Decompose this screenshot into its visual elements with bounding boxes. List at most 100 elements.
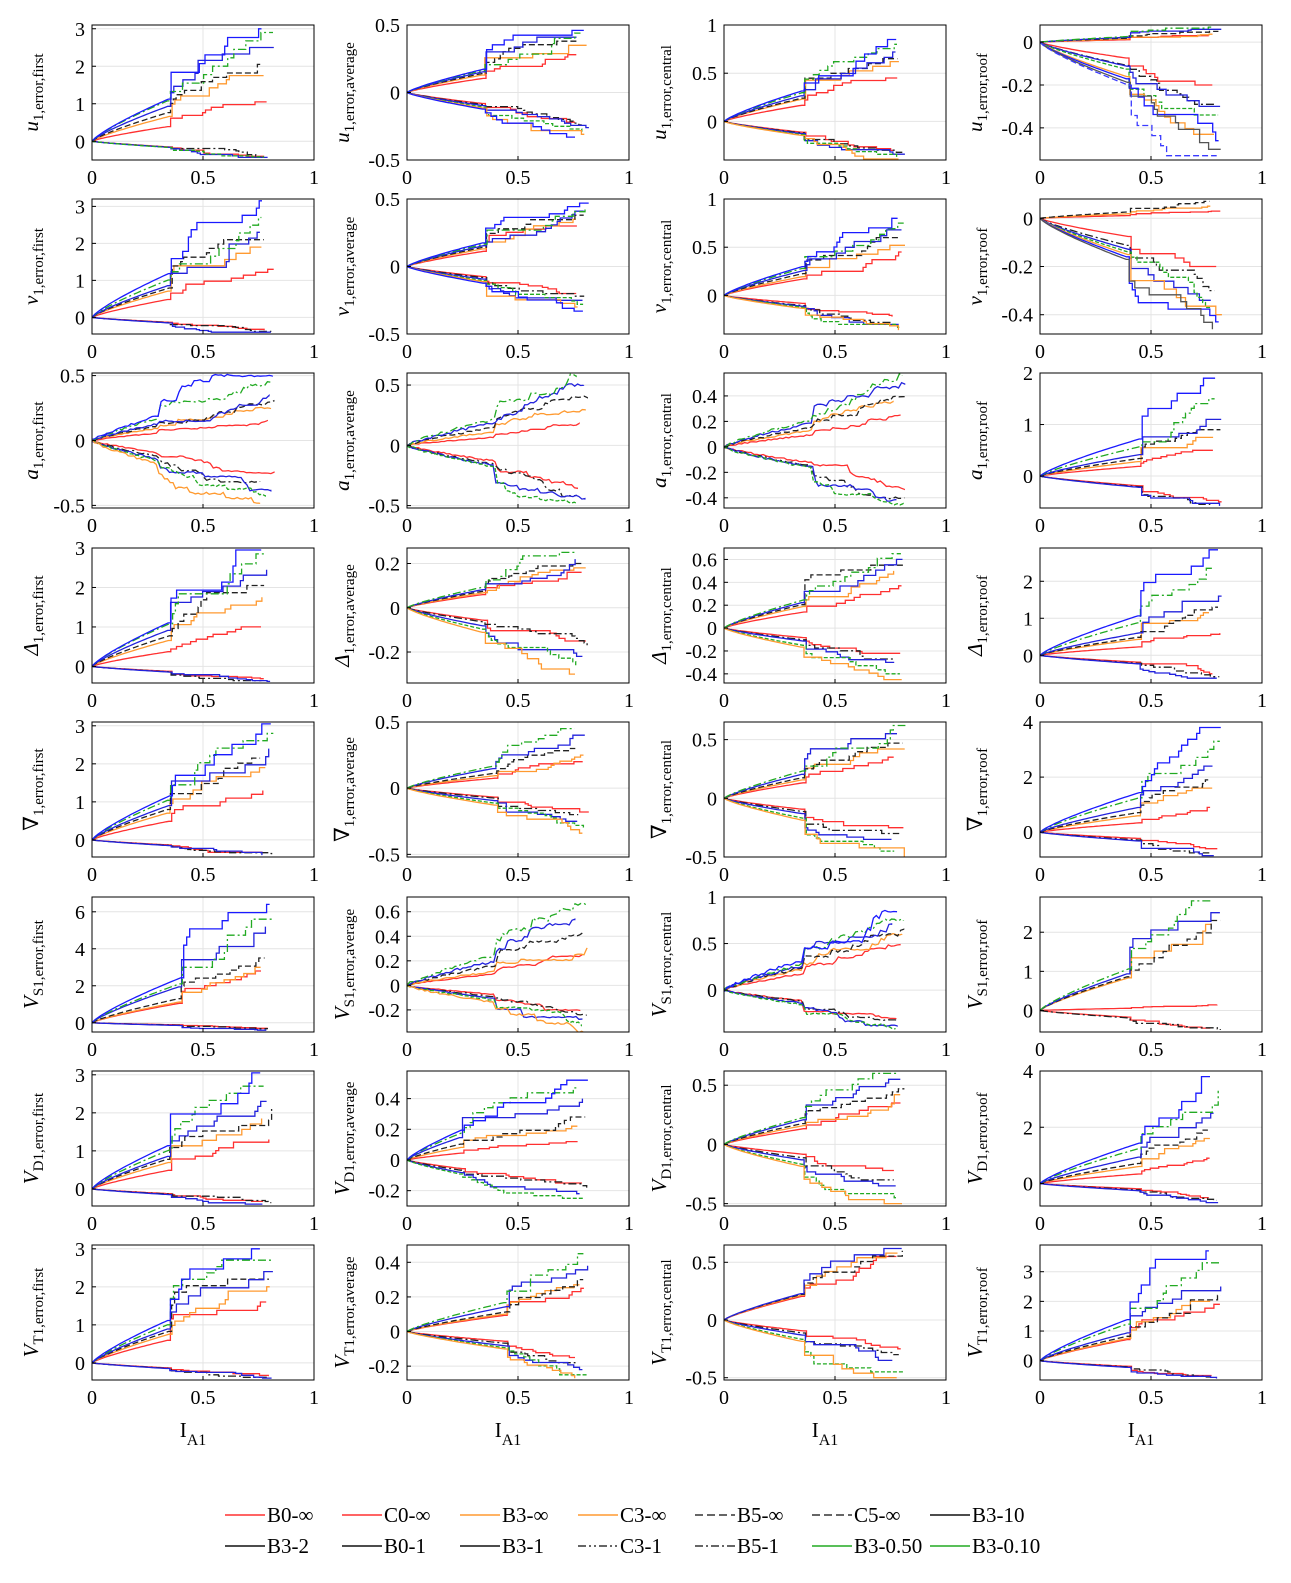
y-tick-label: 0.4 [692, 386, 717, 408]
y-tick-label: 0 [707, 980, 717, 1002]
series-line-upper-5 [92, 903, 270, 1024]
x-tick-label: 0.5 [191, 167, 216, 189]
x-tick-label: 0 [87, 515, 97, 537]
series-line-upper-5 [724, 38, 897, 122]
series-line-upper-5 [407, 29, 584, 94]
subplot-6-0: 0 0.5 1 0 1 2 3 VD1,error,first [19, 1065, 319, 1235]
x-tick-label: 1 [309, 1039, 319, 1061]
x-tick-label: 0.5 [1139, 515, 1164, 537]
series-line-upper-1 [1040, 436, 1214, 477]
legend-label: B5-1 [737, 1534, 779, 1558]
series-line-upper-1 [407, 1125, 578, 1161]
series-line-upper-1 [1040, 205, 1211, 219]
x-tick-label: 0.5 [1139, 864, 1164, 886]
x-tick-label: 0 [1035, 1387, 1045, 1409]
series-line-upper-4 [724, 222, 904, 296]
y-tick-label: 0 [707, 1310, 717, 1332]
subplot-1-0: 0 0.5 1 0 1 2 3 v1,error,first [19, 196, 319, 363]
series-line-upper-5 [92, 1072, 261, 1190]
series-line-upper-3 [724, 51, 896, 122]
series-line-upper-0 [724, 251, 902, 297]
y-tick-label: 0 [75, 1013, 85, 1035]
series-line-upper-4 [724, 1072, 899, 1145]
series-line-upper-4 [1040, 740, 1220, 833]
series-line-lower-6 [1040, 41, 1221, 150]
x-axis-label-1: IA1 [495, 1418, 522, 1449]
series-line-lower-3 [724, 1319, 904, 1373]
series-line-upper-1 [724, 1094, 901, 1145]
series-line-upper-1 [407, 947, 588, 986]
y-tick-label: 3 [75, 716, 85, 738]
series-group [92, 549, 271, 683]
y-tick-label: 1 [1023, 961, 1033, 983]
series-line-upper-3 [92, 748, 270, 841]
y-axis-label: Δ1,error,average [330, 564, 358, 668]
y-tick-label: 0.6 [692, 549, 717, 571]
y-axis-label: u1,error,first [19, 53, 47, 132]
y-tick-label: 0.5 [692, 934, 717, 956]
series-line-lower-3 [724, 988, 896, 1030]
y-tick-label: 2 [75, 577, 85, 599]
series-line-upper-0 [724, 77, 898, 123]
series-line-upper-3 [92, 1270, 273, 1364]
series-group [724, 553, 904, 681]
series-line-lower-1 [1040, 831, 1210, 854]
series-line-upper-0 [724, 943, 901, 991]
series-line-upper-0 [92, 268, 274, 318]
x-tick-label: 0 [402, 864, 412, 886]
y-axis-label: VD1,error,central [647, 1084, 675, 1192]
x-axis-labels: IA1 IA1 IA1 IA1 [180, 1418, 1155, 1449]
series-line-upper-1 [724, 570, 895, 629]
series-line-upper-1 [1040, 1137, 1210, 1185]
x-tick-label: 0 [87, 690, 97, 712]
y-axis-label: a1,error,central [647, 393, 675, 488]
x-tick-label: 1 [624, 515, 634, 537]
x-tick-label: 0.5 [823, 1039, 848, 1061]
series-line-lower-2 [407, 91, 589, 129]
x-tick-label: 0 [719, 167, 729, 189]
series-line-lower-0 [724, 627, 901, 654]
y-tick-label: 2 [75, 56, 85, 78]
y-tick-label: 0 [1023, 32, 1033, 54]
x-tick-label: 0.5 [823, 1213, 848, 1235]
y-tick-label: 0 [390, 83, 400, 105]
x-tick-label: 0.5 [1139, 167, 1164, 189]
series-line-upper-2 [724, 58, 898, 122]
series-line-lower-3 [724, 445, 904, 506]
x-tick-label: 0.5 [191, 864, 216, 886]
x-tick-label: 0 [87, 341, 97, 363]
legend-item: B0-∞ [225, 1503, 314, 1527]
series-line-lower-0 [1040, 1009, 1211, 1029]
y-axis-label: VD1,error,roof [963, 1092, 991, 1184]
x-tick-label: 1 [1257, 1387, 1267, 1409]
series-line-lower-2 [1040, 654, 1217, 679]
series-line-upper-3 [724, 1078, 901, 1145]
y-tick-label: 1 [707, 887, 717, 909]
series-line-upper-4 [92, 31, 273, 142]
series-line-lower-1 [724, 294, 893, 324]
series-line-lower-0 [724, 1143, 894, 1172]
series-line-upper-3 [724, 733, 897, 799]
series-group [92, 28, 274, 159]
x-tick-label: 1 [624, 1387, 634, 1409]
subplot-2-1: 0 0.5 1-0.500.5a1,error,average [330, 372, 634, 537]
y-tick-label: 3 [75, 538, 85, 560]
series-line-upper-0 [1040, 210, 1221, 219]
y-tick-label: 1 [1023, 608, 1033, 630]
subplot-0-1: 0 0.5 1-0.500.5u1,error,average [330, 15, 634, 189]
series-line-lower-1 [92, 665, 262, 682]
series-line-lower-2 [1040, 41, 1221, 108]
series-line-upper-4 [407, 1087, 579, 1161]
series-line-upper-4 [724, 43, 897, 122]
y-tick-label: -0.5 [685, 847, 717, 869]
series-line-upper-1 [724, 1252, 898, 1321]
series-line-upper-2 [92, 757, 261, 841]
series-line-upper-4 [1040, 567, 1213, 656]
y-tick-label: 0.5 [375, 375, 400, 397]
x-tick-label: 1 [309, 690, 319, 712]
series-line-upper-5 [724, 217, 898, 296]
series-line-upper-3 [1040, 418, 1222, 477]
x-tick-label: 1 [941, 1387, 951, 1409]
series-line-upper-3 [407, 918, 576, 986]
